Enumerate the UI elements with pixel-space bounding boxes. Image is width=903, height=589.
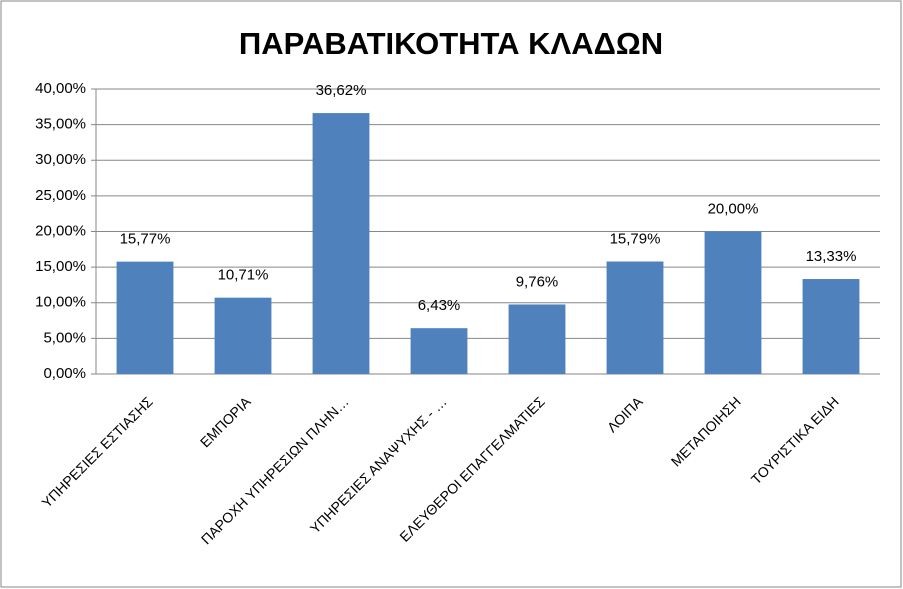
value-label: 13,33% <box>806 248 857 265</box>
bar <box>508 304 566 374</box>
bar <box>312 113 370 375</box>
y-tick-label: 40,00% <box>35 80 86 97</box>
bar <box>802 279 860 374</box>
y-tick-label: 10,00% <box>35 294 86 311</box>
y-tick-label: 30,00% <box>35 151 86 168</box>
bar <box>704 231 762 374</box>
y-tick-label: 20,00% <box>35 222 86 239</box>
value-label: 9,76% <box>516 273 559 290</box>
bar <box>606 261 664 374</box>
y-tick-label: 0,00% <box>43 365 86 382</box>
value-label: 20,00% <box>708 200 759 217</box>
value-label: 15,79% <box>610 230 661 247</box>
y-tick-label: 35,00% <box>35 116 86 133</box>
y-tick-label: 5,00% <box>43 329 86 346</box>
bar <box>116 261 174 374</box>
y-tick-label: 15,00% <box>35 258 86 275</box>
bar <box>410 328 468 374</box>
value-label: 10,71% <box>218 267 269 284</box>
bar <box>214 297 272 374</box>
value-label: 36,62% <box>316 82 367 99</box>
value-label: 15,77% <box>120 231 171 248</box>
value-label: 6,43% <box>418 297 461 314</box>
y-tick-label: 25,00% <box>35 187 86 204</box>
chart-title: ΠΑΡΑΒΑΤΙΚΟΤΗΤΑ ΚΛΑΔΩΝ <box>239 26 663 61</box>
